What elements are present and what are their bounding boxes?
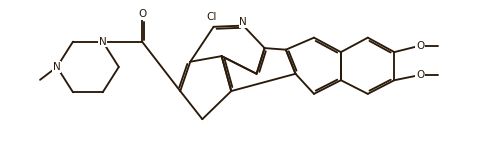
Text: Cl: Cl — [206, 12, 217, 22]
Text: N: N — [239, 17, 246, 27]
Text: N: N — [53, 62, 61, 72]
Text: O: O — [415, 70, 423, 80]
Text: N: N — [99, 37, 106, 47]
Text: O: O — [138, 9, 146, 19]
Text: O: O — [415, 41, 423, 51]
